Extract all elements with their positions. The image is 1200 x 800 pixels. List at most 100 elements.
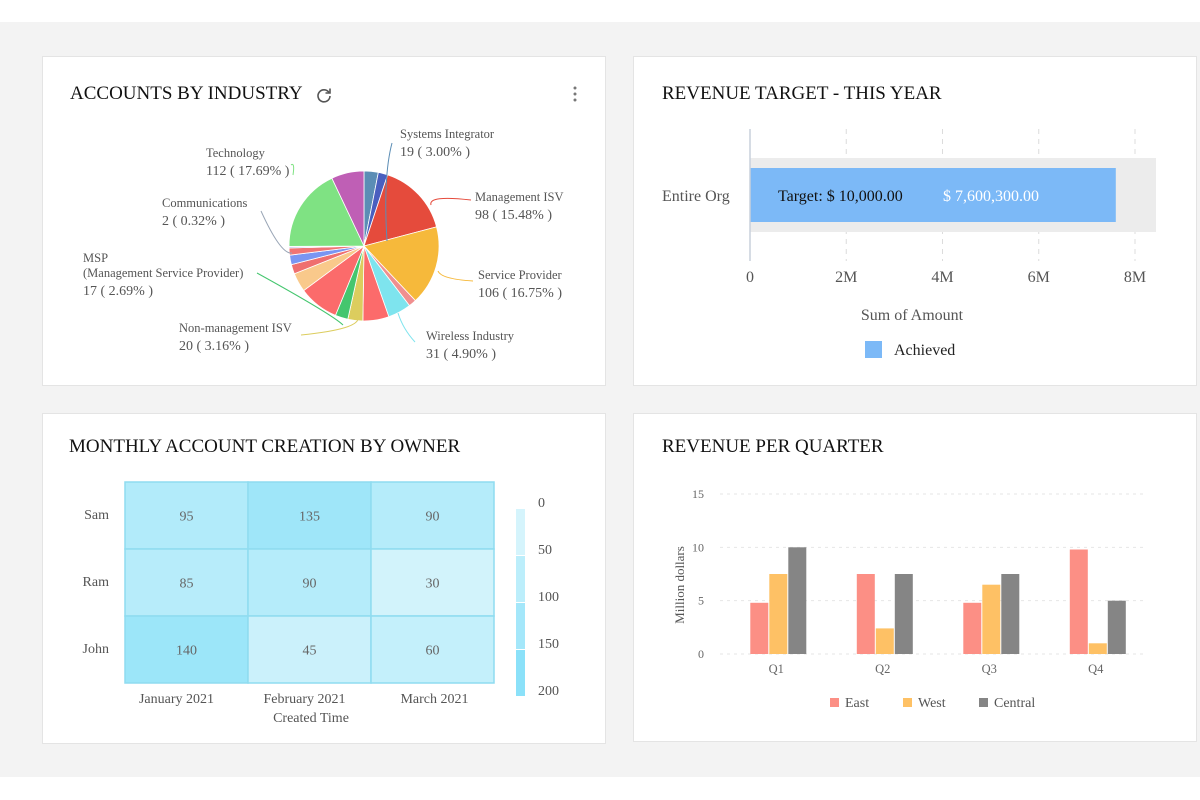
color-scale-segment — [516, 650, 525, 696]
pie-label-name: Service Provider — [478, 268, 562, 282]
leader-technology — [290, 164, 295, 176]
card-accounts-by-industry: ACCOUNTS BY INDUSTRY Systems Integrator … — [42, 56, 606, 386]
heatmap-row-label: Ram — [83, 575, 110, 590]
card-title: ACCOUNTS BY INDUSTRY — [70, 83, 303, 104]
heatmap-cell-value: 90 — [303, 577, 317, 592]
bar-west[interactable] — [982, 584, 1001, 654]
pie-label-value: 2 ( 0.32% ) — [162, 214, 225, 229]
bar-west[interactable] — [875, 628, 894, 654]
card-title: REVENUE TARGET - THIS YEAR — [662, 83, 942, 104]
pie-label-value: 112 ( 17.69% ) — [206, 164, 290, 179]
heatmap-cell[interactable] — [370, 548, 495, 617]
heatmap-cell[interactable] — [247, 481, 372, 550]
x-tick-label: Q3 — [982, 662, 997, 676]
heatmap-cell[interactable] — [247, 548, 372, 617]
y-tick-label: 0 — [698, 647, 704, 661]
bar-central[interactable] — [788, 547, 807, 654]
pie-label-value: 19 ( 3.00% ) — [400, 145, 470, 160]
pie-label-name: Non-management ISV — [179, 321, 292, 335]
bar-east[interactable] — [750, 602, 769, 654]
achieved-bar[interactable] — [750, 168, 1116, 222]
color-scale-label: 0 — [538, 496, 545, 511]
pie-label-name: Technology — [206, 146, 266, 160]
heatmap-cell-value: 30 — [426, 577, 440, 592]
x-axis-title: Created Time — [273, 711, 349, 726]
heatmap-column-label: March 2021 — [400, 692, 468, 707]
revenue-target-chart: Entire Org Target: $ 10,000.00 $ 7,600,3… — [662, 129, 1156, 359]
y-tick-label: 5 — [698, 594, 704, 608]
leader-systems-integrator — [385, 142, 393, 242]
x-tick-label: 0 — [746, 269, 754, 286]
card-revenue-per-quarter: REVENUE PER QUARTER Q1 Q2 Q3 Q4 0 5 10 15 Mill… — [633, 413, 1197, 742]
card-title: REVENUE PER QUARTER — [662, 436, 884, 457]
heatmap-chart: 95 135 90 85 90 30 140 45 60 Sam Ram John January … — [83, 481, 559, 726]
bar-central[interactable] — [1107, 600, 1126, 654]
leader-non-management-isv — [300, 316, 359, 336]
x-tick-label: Q2 — [875, 662, 890, 676]
legend-swatch-achieved[interactable] — [865, 341, 882, 358]
pie-chart: Systems Integrator 19 ( 3.00% ) Manageme… — [83, 127, 564, 362]
x-tick-label: Q1 — [769, 662, 784, 676]
heatmap-cell-value: 135 — [299, 510, 320, 525]
heatmap-cell[interactable] — [124, 481, 249, 550]
bar-east[interactable] — [1069, 549, 1088, 655]
category-label: Entire Org — [662, 188, 730, 205]
color-scale-label: 50 — [538, 543, 552, 558]
pie-slice[interactable] — [363, 174, 438, 247]
heatmap-cell-value: 140 — [176, 644, 197, 659]
pie-label-name: (Management Service Provider) — [83, 266, 243, 280]
bar-west[interactable] — [1088, 643, 1107, 654]
legend-label-central[interactable]: Central — [994, 696, 1035, 711]
x-tick-label: 6M — [1028, 269, 1050, 286]
pie-slice[interactable] — [331, 170, 365, 247]
y-axis-title: Million dollars — [672, 546, 687, 624]
y-tick-label: 10 — [692, 540, 704, 554]
heatmap-cell-value: 60 — [426, 644, 440, 659]
x-tick-label: 8M — [1124, 269, 1146, 286]
heatmap-cell[interactable] — [124, 548, 249, 617]
pie-label-name: Management ISV — [475, 190, 564, 204]
card-revenue-target: REVENUE TARGET - THIS YEAR Entire Org Ta… — [633, 56, 1197, 386]
pie-slice[interactable] — [363, 226, 440, 302]
color-scale-segment — [516, 509, 525, 555]
more-vertical-icon[interactable] — [569, 85, 581, 103]
legend-label-west[interactable]: West — [918, 696, 946, 711]
legend-label-achieved[interactable]: Achieved — [894, 342, 955, 359]
heatmap-row-label: Sam — [84, 508, 109, 523]
leader-wireless-industry — [397, 312, 416, 343]
heatmap-cell-value: 95 — [180, 510, 194, 525]
bar-central[interactable] — [1001, 574, 1020, 654]
pie-label-value: 98 ( 15.48% ) — [475, 208, 552, 223]
leader-communications — [260, 210, 293, 254]
pie-label-name: Communications — [162, 196, 248, 210]
legend-label-east[interactable]: East — [845, 696, 869, 711]
bar-value-label: $ 7,600,300.00 — [943, 188, 1039, 205]
legend-swatch-east[interactable] — [830, 698, 839, 707]
heatmap-cell[interactable] — [370, 481, 495, 550]
bar-east[interactable] — [963, 602, 982, 654]
refresh-icon[interactable] — [315, 86, 333, 104]
pie-label-value: 20 ( 3.16% ) — [179, 339, 249, 354]
heatmap-cell-value: 45 — [303, 644, 317, 659]
bar-west[interactable] — [769, 574, 788, 654]
x-tick-label: 4M — [931, 269, 953, 286]
legend-swatch-west[interactable] — [903, 698, 912, 707]
color-scale-label: 200 — [538, 684, 559, 699]
pie-label-name: Wireless Industry — [426, 329, 515, 343]
bar-central[interactable] — [894, 574, 913, 654]
bar-east[interactable] — [856, 574, 875, 654]
color-scale-segment — [516, 556, 525, 602]
pie-label-value: 106 ( 16.75% ) — [478, 286, 562, 301]
x-axis-title: Sum of Amount — [861, 307, 964, 324]
target-label: Target: $ 10,000.00 — [778, 188, 903, 205]
legend-swatch-central[interactable] — [979, 698, 988, 707]
pie-slice[interactable] — [288, 177, 365, 247]
color-scale-segment — [516, 603, 525, 649]
y-tick-label: 15 — [692, 487, 704, 501]
heatmap-cell[interactable] — [370, 615, 495, 684]
x-tick-label: Q4 — [1088, 662, 1104, 676]
heatmap-cell-value: 85 — [180, 577, 194, 592]
leader-msp — [256, 272, 344, 326]
heatmap-column-label: January 2021 — [139, 692, 214, 707]
heatmap-cell[interactable] — [124, 615, 249, 684]
